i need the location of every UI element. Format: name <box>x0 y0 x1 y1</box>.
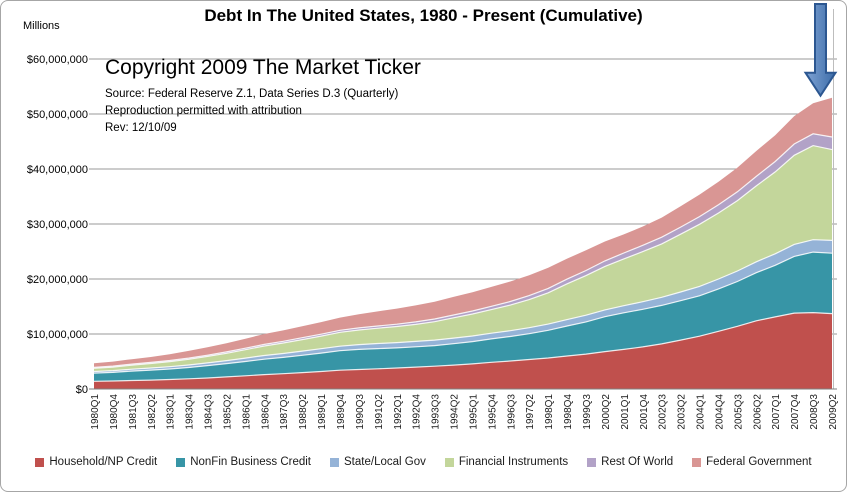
legend-item: Financial Instruments <box>444 456 569 468</box>
x-tick-label: 2000Q2 <box>601 394 612 430</box>
area-band <box>94 145 832 372</box>
legend-label: Federal Government <box>706 456 812 468</box>
band-separator <box>93 311 833 382</box>
x-tick-label: 1992Q1 <box>393 394 404 430</box>
x-tick-label: 1984Q3 <box>204 394 215 430</box>
x-tick-label: 2001Q1 <box>620 394 631 430</box>
y-axis-unit-label: Millions <box>23 20 60 32</box>
source-text: Source: Federal Reserve Z.1, Data Series… <box>105 88 399 100</box>
chart-title: Debt In The United States, 1980 - Presen… <box>204 6 643 25</box>
legend-item: Household/NP Credit <box>35 456 157 468</box>
y-tick-label: $20,000,000 <box>27 274 88 286</box>
x-tick-label: 1991Q2 <box>374 394 385 430</box>
legend-item: Rest Of World <box>587 456 673 468</box>
x-tick-label: 1992Q4 <box>412 394 423 430</box>
legend-swatch-icon <box>176 457 186 467</box>
x-tick-label: 1980Q1 <box>90 394 101 430</box>
y-tick-label: $0 <box>76 384 88 396</box>
revision-text: Rev: 12/10/09 <box>105 122 177 134</box>
legend-label: Rest Of World <box>601 456 674 468</box>
x-tick-label: 2007Q1 <box>771 394 782 430</box>
x-tick-label: 2003Q2 <box>677 394 688 430</box>
y-tick-label: $60,000,000 <box>27 54 88 66</box>
legend-label: NonFin Business Credit <box>190 456 312 468</box>
legend-item: NonFin Business Credit <box>176 456 311 468</box>
x-tick-label: 1986Q4 <box>260 394 271 430</box>
copyright-text: Copyright 2009 The Market Ticker <box>105 56 421 79</box>
x-tick-label: 1997Q2 <box>525 394 536 430</box>
y-tick-label: $10,000,000 <box>27 329 88 341</box>
x-tick-label: 2006Q2 <box>752 394 763 430</box>
x-tick-label: 1996Q3 <box>506 394 517 430</box>
area-band <box>94 252 832 382</box>
down-arrow-icon <box>803 3 838 98</box>
legend-swatch-icon <box>35 457 45 467</box>
x-tick-label: 1989Q4 <box>336 394 347 430</box>
x-tick-label: 1993Q3 <box>431 394 442 430</box>
legend-swatch-icon <box>692 457 702 467</box>
x-tick-label: 1982Q2 <box>147 394 158 430</box>
x-tick-label: 1995Q4 <box>487 394 498 430</box>
x-tick-label: 1986Q1 <box>241 394 252 430</box>
x-tick-label: 1995Q1 <box>469 394 480 430</box>
y-tick-label: $40,000,000 <box>27 164 88 176</box>
annotation-block: Copyright 2009 The Market Ticker Source:… <box>105 55 421 137</box>
legend-swatch-icon <box>444 457 454 467</box>
x-tick-label: 1994Q2 <box>450 394 461 430</box>
legend-label: Financial Instruments <box>458 456 569 468</box>
chart-legend: Household/NP Credit NonFin Business Credi… <box>1 456 846 468</box>
band-separator <box>93 239 833 373</box>
legend-item: State/Local Gov <box>330 456 426 468</box>
x-tick-label: 2008Q3 <box>809 394 820 430</box>
y-tick-label: $50,000,000 <box>27 109 88 121</box>
x-tick-label: 1990Q3 <box>355 394 366 430</box>
x-tick-label: 2004Q4 <box>715 394 726 430</box>
x-tick-label: 2009Q2 <box>828 394 839 430</box>
x-tick-label: 1980Q4 <box>109 394 120 430</box>
x-tick-label: 2005Q3 <box>733 394 744 430</box>
legend-swatch-icon <box>587 457 597 467</box>
band-separator <box>93 133 833 368</box>
x-tick-label: 2002Q3 <box>658 394 669 430</box>
x-tick-label: 1999Q3 <box>582 394 593 430</box>
x-tick-label: 2001Q4 <box>639 394 650 430</box>
x-tick-label: 1981Q3 <box>128 394 139 430</box>
x-tick-label: 1989Q1 <box>317 394 328 430</box>
legend-label: Household/NP Credit <box>49 456 158 468</box>
x-tick-label: 2007Q4 <box>790 394 801 430</box>
band-separator <box>93 144 833 369</box>
legend-swatch-icon <box>330 457 340 467</box>
band-separator <box>93 251 833 374</box>
x-tick-label: 1983Q1 <box>166 394 177 430</box>
legend-label: State/Local Gov <box>344 456 426 468</box>
x-tick-label: 1983Q4 <box>185 394 196 430</box>
x-tick-label: 1987Q3 <box>279 394 290 430</box>
x-tick-label: 1998Q1 <box>544 394 555 430</box>
legend-item: Federal Government <box>692 456 812 468</box>
permission-text: Reproduction permitted with attribution <box>105 105 302 117</box>
x-tick-label: 1998Q4 <box>563 394 574 430</box>
x-tick-label: 1985Q2 <box>223 394 234 430</box>
x-tick-label: 1988Q2 <box>298 394 309 430</box>
x-tick-label: 2004Q1 <box>696 394 707 430</box>
area-band <box>94 312 832 389</box>
y-tick-label: $30,000,000 <box>27 219 88 231</box>
